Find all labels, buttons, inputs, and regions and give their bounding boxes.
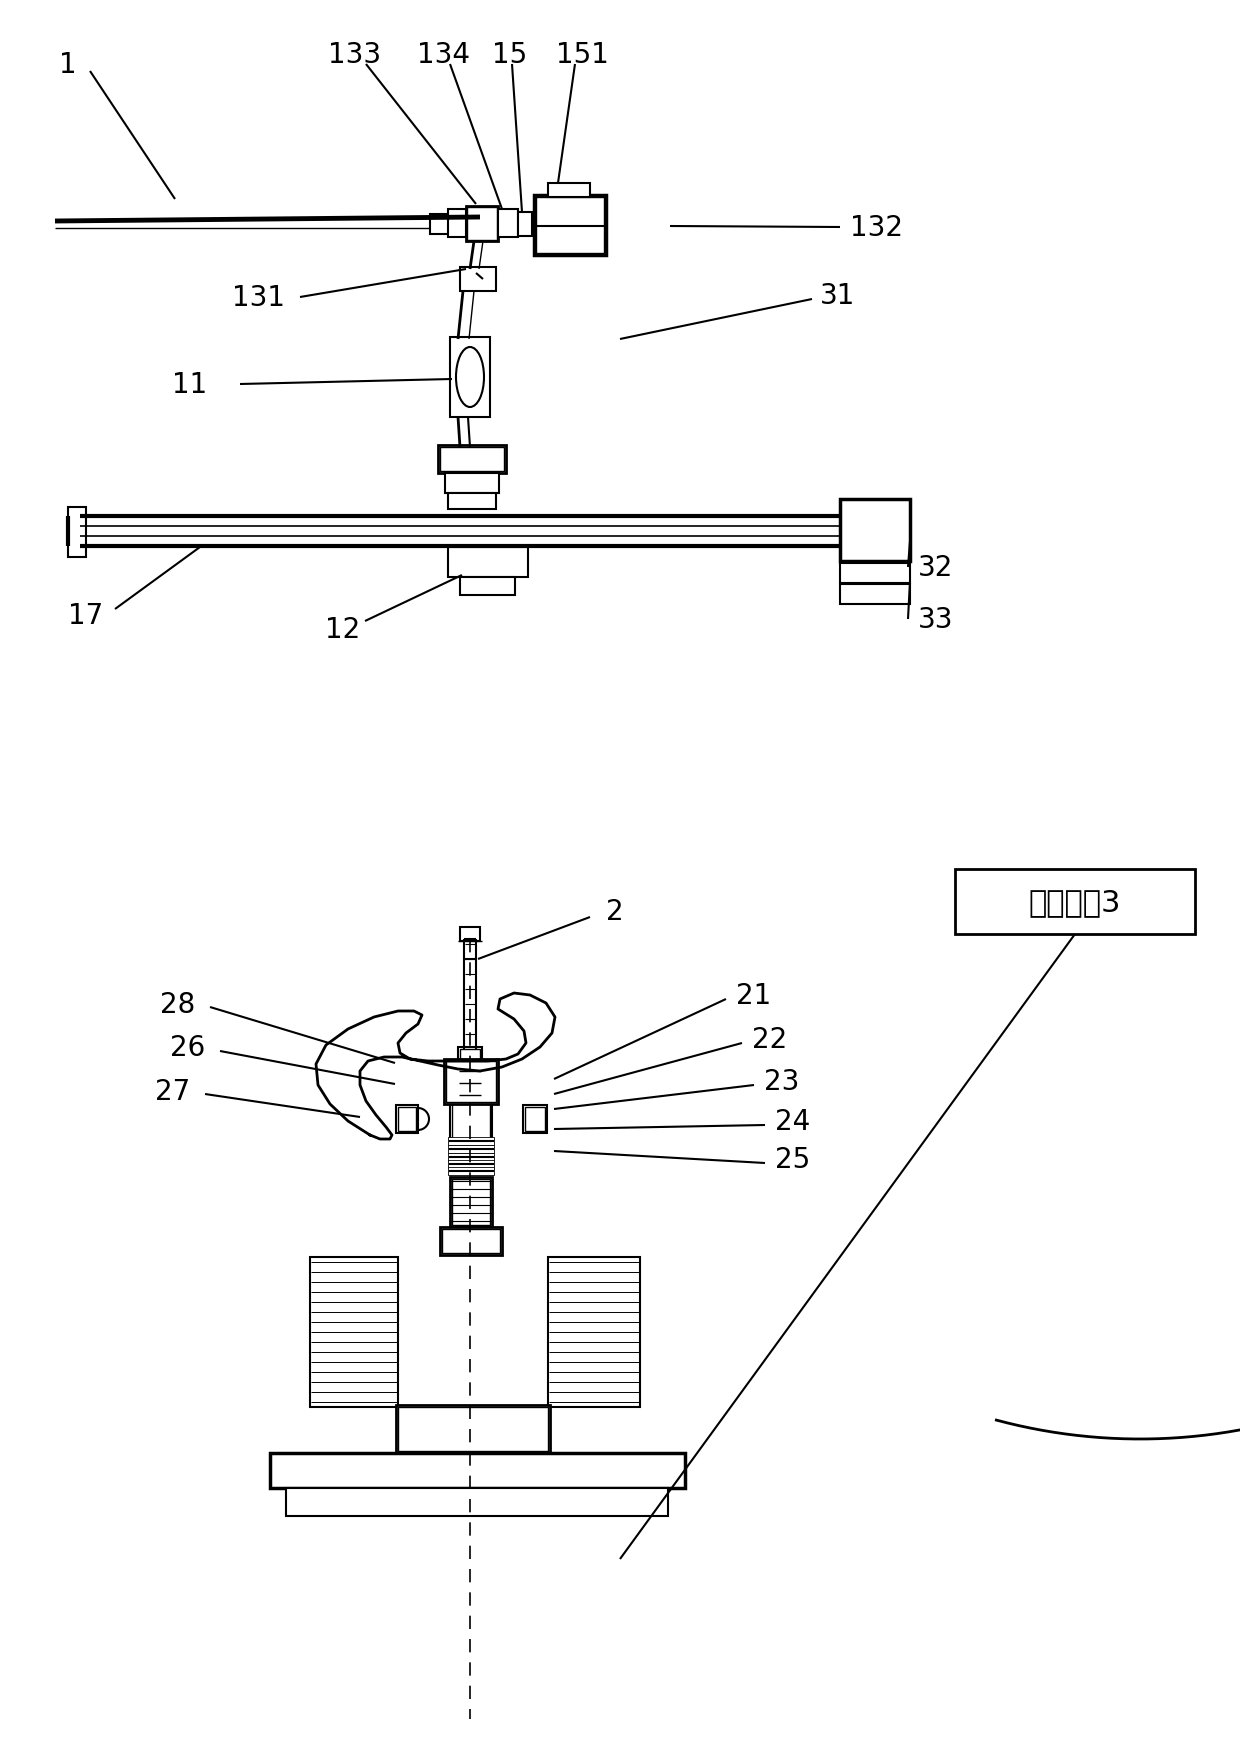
Bar [450,339,490,418]
Bar [448,494,496,510]
Bar [448,1168,494,1175]
Bar [448,1145,494,1154]
Bar [398,1108,415,1131]
Text: 21: 21 [737,981,771,1009]
Bar [498,210,518,238]
Bar [460,928,480,942]
Text: 33: 33 [918,605,954,633]
Text: 1: 1 [60,51,77,79]
Bar [448,210,466,238]
Text: 27: 27 [155,1078,190,1106]
Text: 23: 23 [764,1067,800,1095]
Bar [450,1177,492,1228]
Bar [398,1408,548,1452]
Bar [448,1161,494,1168]
Text: 133: 133 [329,41,382,69]
Bar [460,577,515,596]
Bar [396,1406,551,1454]
Text: 151: 151 [556,41,609,69]
Text: 131: 131 [232,284,285,312]
Bar [430,215,460,235]
Ellipse shape [456,348,484,407]
Bar [548,1258,640,1408]
Bar [839,499,910,561]
Text: 31: 31 [820,282,856,310]
Bar [460,268,496,291]
Text: 26: 26 [170,1034,206,1062]
Bar [446,1062,496,1102]
Text: 11: 11 [172,370,207,399]
Bar [310,1258,398,1408]
Bar [525,1108,546,1131]
Bar [955,870,1195,935]
Bar [460,1050,480,1099]
Text: 25: 25 [775,1145,810,1173]
Bar [270,1454,684,1489]
Bar [444,1060,498,1104]
Text: 2: 2 [606,898,624,926]
Bar [286,1489,668,1515]
Bar [453,1180,490,1226]
Bar [518,213,532,236]
Bar [440,1228,502,1256]
Bar [448,1138,494,1145]
Bar [458,1048,482,1102]
Text: 17: 17 [68,602,103,630]
Bar [396,1106,418,1132]
Text: 主控制剹3: 主控制剹3 [1029,887,1121,917]
Text: 15: 15 [492,41,528,69]
Text: 28: 28 [160,990,195,1018]
Bar [453,1101,490,1170]
Text: 22: 22 [751,1025,787,1053]
Bar [536,198,604,254]
Bar [534,196,606,256]
Bar [441,1230,500,1252]
Bar [450,1099,492,1171]
Text: 24: 24 [775,1108,810,1136]
Bar [438,446,506,475]
Bar [548,183,590,198]
Bar [839,584,910,605]
Text: 132: 132 [849,213,903,242]
Text: 32: 32 [918,554,954,582]
Bar [440,448,503,471]
Bar [445,475,498,494]
Bar [466,206,498,242]
Bar [448,547,528,577]
Text: 12: 12 [325,616,361,644]
Bar [467,208,497,242]
Text: 134: 134 [417,41,470,69]
Bar [68,508,86,557]
Bar [448,1154,494,1161]
Bar [523,1106,547,1132]
Bar [839,564,910,584]
